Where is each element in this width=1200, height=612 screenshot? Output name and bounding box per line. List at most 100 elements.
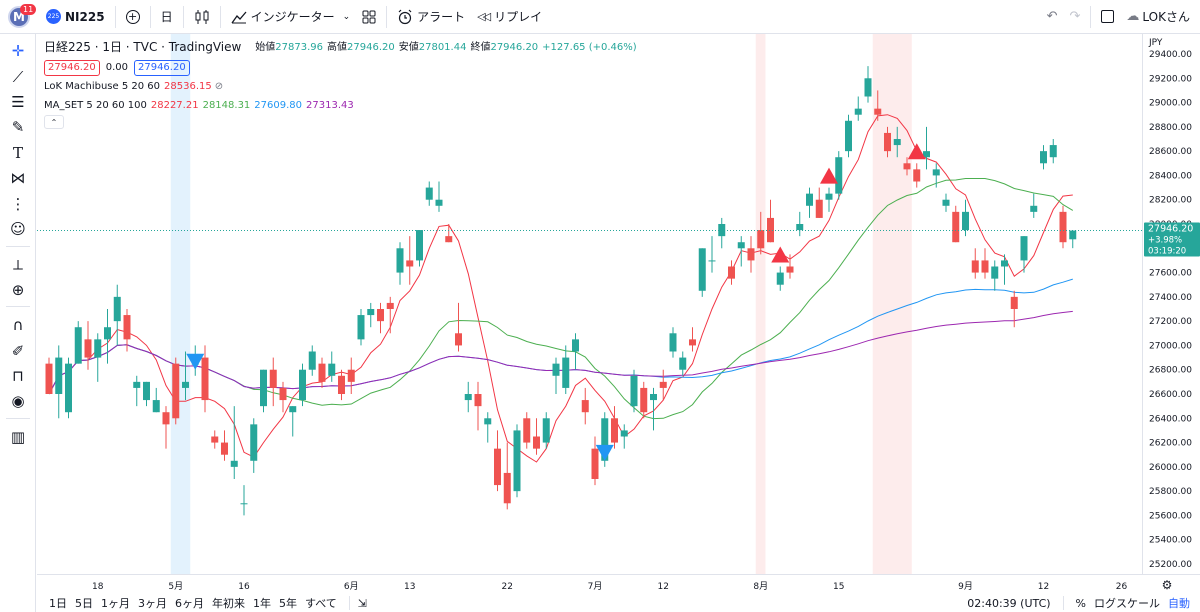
ma100-line — [48, 310, 1073, 395]
percent-toggle[interactable]: % — [1075, 596, 1086, 610]
range-button[interactable]: 1ヶ月 — [101, 597, 130, 610]
lock-icon[interactable]: ⊓ — [12, 367, 24, 385]
symbol-search-button[interactable]: 225 NI225 — [36, 0, 111, 34]
ma60-value: 27609.80 — [254, 100, 303, 111]
candle-body — [289, 406, 297, 413]
price-tick: 29000.00 — [1149, 99, 1192, 109]
chart-type-button[interactable] — [188, 0, 216, 34]
replay-button[interactable]: ◁◁ リプレイ — [471, 0, 548, 34]
price-tick: 25200.00 — [1149, 560, 1192, 570]
price-tick: 28600.00 — [1149, 147, 1192, 157]
time-tick: 12 — [1038, 582, 1049, 592]
candle-body — [455, 333, 462, 346]
candle-body — [1010, 296, 1018, 309]
candle-body — [260, 369, 267, 407]
candle-body — [991, 266, 999, 279]
time-tick: 22 — [502, 582, 513, 592]
crosshair-icon[interactable]: ✛ — [11, 42, 25, 60]
divider — [1062, 596, 1064, 610]
ohlc-low: 27801.44 — [418, 42, 467, 53]
range-button[interactable]: 1日 — [49, 597, 67, 610]
candle-body — [776, 272, 784, 285]
candle-body — [552, 363, 560, 376]
time-axis[interactable]: 18 5月 16 6月 13 22 7月 12 8月 15 9月 12 26 ⚙ — [37, 574, 1200, 594]
emoji-icon[interactable]: ☺ — [10, 220, 26, 238]
currency-label: JPY — [1148, 38, 1163, 48]
candle-body — [503, 472, 511, 504]
price-axis[interactable]: JPY 29400.00 29200.00 29000.00 28800.00 28600… — [1142, 34, 1200, 574]
candle-body — [962, 211, 969, 231]
layout-select-button[interactable] — [1095, 0, 1120, 34]
range-button[interactable]: 3ヶ月 — [138, 597, 167, 610]
interval-button[interactable]: 日 — [160, 10, 173, 24]
candle-body — [1001, 260, 1008, 267]
save-layout-button[interactable]: ☁ LOKさん — [1120, 0, 1200, 34]
candle-body — [133, 381, 141, 388]
ohlc-close: 27946.20 — [490, 42, 539, 53]
redo-button[interactable]: ↷ — [1064, 0, 1087, 34]
clock[interactable]: 02:40:39 (UTC) — [967, 596, 1051, 610]
templates-button[interactable] — [356, 0, 382, 34]
price-tick: 27600.00 — [1149, 269, 1192, 279]
trend-line-icon[interactable]: ⟋ — [12, 68, 24, 86]
price-tick: 27400.00 — [1149, 293, 1192, 303]
spread-value: 0.00 — [105, 62, 128, 73]
brush-icon[interactable]: ✎ — [11, 118, 25, 136]
ohlc-low-label: 安値 — [398, 42, 419, 53]
magnet-icon[interactable]: ∩ — [12, 316, 24, 334]
time-tick: 7月 — [588, 581, 603, 592]
candle-body — [620, 430, 628, 437]
trash-icon[interactable]: ▥ — [10, 428, 26, 446]
ruler-icon[interactable]: ⟂ — [12, 256, 23, 274]
compare-symbol-button[interactable]: + — [120, 0, 146, 34]
stay-in-drawing-icon[interactable]: ✐ — [11, 342, 25, 360]
candle-body — [640, 387, 648, 413]
range-button[interactable]: 5年 — [279, 597, 297, 610]
candle-body — [84, 339, 92, 358]
candle-body — [464, 394, 472, 401]
pattern-icon[interactable]: ⋈ — [10, 169, 26, 187]
candle-body — [201, 357, 209, 401]
profile-button[interactable]: M 11 — [0, 0, 37, 34]
symbol-label: NI225 — [65, 9, 105, 24]
range-button[interactable]: 1年 — [253, 597, 271, 610]
range-button[interactable]: 5日 — [75, 597, 93, 610]
goto-date-icon[interactable]: ⇲ — [357, 596, 368, 610]
last-price-badge — [1144, 222, 1200, 257]
indicators-button[interactable]: インジケーター ⌄ — [225, 0, 357, 34]
indicator-1-name[interactable]: LoK Machibuse 5 20 60 — [44, 81, 161, 92]
time-tick: 9月 — [958, 581, 973, 592]
text-icon[interactable]: T — [12, 144, 23, 162]
range-button[interactable]: 6ヶ月 — [175, 597, 204, 610]
zoom-in-icon[interactable]: ⊕ — [11, 281, 25, 299]
indicator-2-name[interactable]: MA_SET 5 20 60 100 — [44, 100, 147, 111]
candle-body — [952, 211, 960, 243]
price-tick: 27000.00 — [1149, 341, 1192, 351]
auto-scale-toggle[interactable]: 自動 — [1168, 597, 1190, 610]
log-scale-toggle[interactable]: ログスケール — [1094, 597, 1160, 610]
price-chart[interactable] — [37, 34, 1142, 574]
alert-button[interactable]: アラート — [391, 0, 471, 34]
candle-body — [708, 260, 716, 262]
chevron-down-icon: ⌄ — [342, 11, 351, 22]
last-price-change: +3.98% — [1148, 236, 1182, 246]
chart-pane[interactable] — [37, 34, 1142, 574]
buy-price-button[interactable]: 27946.20 — [133, 59, 190, 76]
candle-body — [367, 309, 375, 316]
signal-marker — [595, 444, 614, 461]
fib-retracement-icon[interactable]: ☰ — [11, 93, 25, 111]
range-button[interactable]: 年初来 — [212, 597, 245, 610]
candle-body — [474, 394, 482, 407]
prediction-icon[interactable]: ⋮ — [10, 195, 26, 213]
eye-icon[interactable]: ◉ — [11, 392, 25, 410]
chart-title[interactable]: 日経225 · 1日 · TVC · TradingView — [44, 40, 242, 54]
candle-body — [825, 193, 833, 200]
candle-body — [523, 418, 531, 443]
range-button[interactable]: すべて — [305, 597, 337, 610]
last-price-value: 27946.20 — [1148, 224, 1193, 235]
candle-body — [211, 436, 219, 443]
undo-button[interactable]: ↶ — [1041, 0, 1064, 34]
collapse-legend-button[interactable]: ⌃ — [44, 115, 64, 129]
price-tick: 28400.00 — [1149, 171, 1192, 181]
sell-price-button[interactable]: 27946.20 — [44, 59, 100, 76]
